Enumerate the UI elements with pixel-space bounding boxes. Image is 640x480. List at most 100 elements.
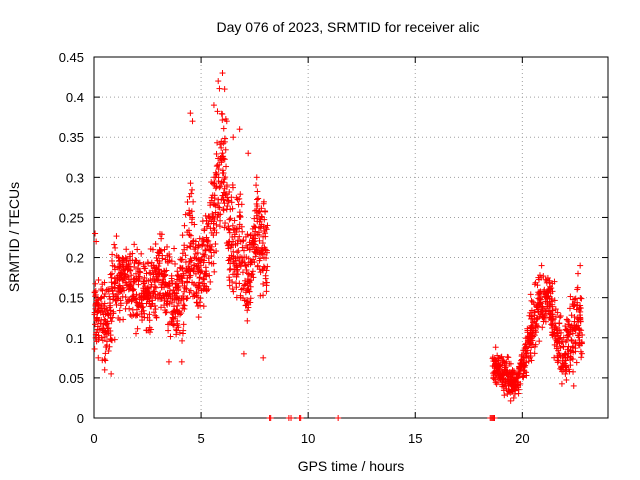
- data-point: [142, 288, 149, 295]
- data-point: [141, 310, 148, 317]
- data-point: [101, 279, 108, 286]
- data-point: [161, 246, 168, 253]
- data-point: [228, 199, 235, 206]
- data-point: [132, 296, 139, 303]
- y-tick-label: 0.25: [59, 210, 84, 225]
- data-point: [92, 280, 99, 287]
- data-point: [123, 255, 130, 262]
- data-point: [576, 327, 583, 334]
- data-point: [230, 288, 237, 295]
- data-point: [258, 247, 265, 254]
- data-point: [564, 346, 571, 353]
- data-point: [100, 302, 107, 309]
- data-point: [95, 354, 102, 361]
- data-point: [168, 309, 175, 316]
- data-point: [228, 194, 235, 201]
- data-point: [109, 283, 116, 290]
- data-point: [254, 244, 261, 251]
- data-point: [523, 359, 530, 366]
- data-point: [109, 314, 116, 321]
- data-point: [94, 299, 101, 306]
- data-point: [510, 394, 517, 401]
- data-point: [253, 182, 260, 189]
- data-point: [204, 220, 211, 227]
- data-point: [253, 174, 260, 181]
- data-point: [246, 279, 253, 286]
- data-point: [174, 318, 181, 325]
- data-point: [569, 344, 576, 351]
- data-point: [98, 286, 105, 293]
- data-point: [250, 256, 257, 263]
- data-point: [221, 86, 228, 93]
- data-point: [180, 321, 187, 328]
- data-point: [219, 150, 226, 157]
- data-point: [578, 295, 585, 302]
- data-point: [150, 288, 157, 295]
- data-point: [162, 309, 169, 316]
- data-point: [123, 300, 130, 307]
- data-point: [549, 303, 556, 310]
- data-point: [223, 182, 230, 189]
- data-point: [234, 237, 241, 244]
- data-point: [123, 246, 130, 253]
- data-point: [201, 227, 208, 234]
- data-point: [549, 322, 556, 329]
- data-point: [260, 200, 267, 207]
- data-point: [107, 271, 114, 278]
- data-point: [221, 224, 228, 231]
- data-point: [542, 318, 549, 325]
- data-point: [264, 222, 271, 229]
- data-point: [95, 317, 102, 324]
- data-point: [187, 232, 194, 239]
- data-point: [186, 193, 193, 200]
- data-point: [247, 295, 254, 302]
- data-point: [190, 237, 197, 244]
- data-point: [252, 241, 259, 248]
- data-point: [133, 330, 140, 337]
- data-point: [236, 212, 243, 219]
- data-point: [179, 232, 186, 239]
- data-point: [256, 208, 263, 215]
- data-point: [130, 311, 137, 318]
- data-point: [257, 292, 264, 299]
- data-point: [136, 299, 143, 306]
- data-point: [527, 291, 534, 298]
- data-point: [260, 354, 267, 361]
- data-point: [233, 280, 240, 287]
- data-point: [567, 354, 574, 361]
- data-point: [213, 150, 220, 157]
- data-point: [242, 233, 249, 240]
- data-point: [93, 329, 100, 336]
- data-point: [573, 323, 580, 330]
- data-point: [207, 247, 214, 254]
- data-point: [121, 271, 128, 278]
- data-point: [489, 355, 496, 362]
- data-point: [260, 233, 267, 240]
- data-point: [190, 267, 197, 274]
- data-point: [574, 315, 581, 322]
- data-point: [239, 258, 246, 265]
- data-point: [576, 305, 583, 312]
- data-point: [187, 243, 194, 250]
- data-point: [251, 259, 258, 266]
- data-point: [158, 304, 165, 311]
- data-point: [261, 227, 268, 234]
- data-point: [190, 198, 197, 205]
- data-point: [233, 194, 240, 201]
- data-point: [492, 344, 499, 351]
- data-point: [161, 268, 168, 275]
- data-point: [548, 296, 555, 303]
- data-point: [140, 307, 147, 314]
- data-point: [567, 362, 574, 369]
- x-tick-label: 15: [408, 431, 422, 446]
- data-point: [509, 367, 516, 374]
- data-point: [577, 262, 584, 269]
- data-point: [135, 281, 142, 288]
- data-point: [144, 285, 151, 292]
- data-point: [547, 310, 554, 317]
- data-point: [534, 302, 541, 309]
- data-point: [502, 378, 509, 385]
- data-point: [502, 369, 509, 376]
- data-point: [562, 370, 569, 377]
- data-point: [503, 362, 510, 369]
